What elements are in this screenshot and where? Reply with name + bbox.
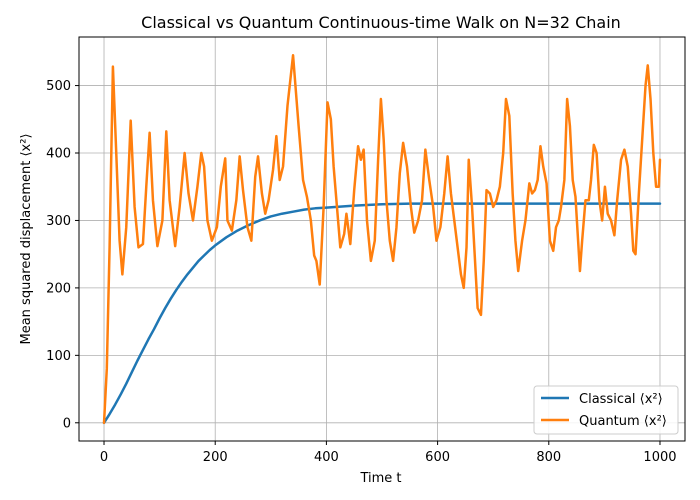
legend: Classical ⟨x²⟩ Quantum ⟨x²⟩ [533, 385, 679, 435]
y-axis-label: Mean squared displacement ⟨x²⟩ [19, 133, 34, 344]
y-axis: 0 100 200 300 400 500 [46, 79, 79, 431]
y-tick-label: 100 [46, 349, 71, 364]
x-axis-label: Time t [359, 471, 401, 486]
series-line-quantum [102, 53, 662, 425]
x-tick-label: 600 [425, 450, 450, 465]
x-tick-label: 400 [314, 450, 339, 465]
legend-label-classical: Classical ⟨x²⟩ [579, 392, 663, 407]
y-tick-label: 0 [63, 416, 71, 431]
chart-title: Classical vs Quantum Continuous-time Wal… [141, 13, 621, 32]
series-layer [102, 53, 662, 425]
y-tick-label: 200 [46, 281, 71, 296]
plot-frame [78, 36, 686, 442]
x-tick-label: 1000 [643, 450, 676, 465]
y-tick-label: 300 [46, 214, 71, 229]
series-line-classical [102, 202, 662, 425]
legend-box [533, 385, 679, 435]
x-axis: 0 200 400 600 800 1000 [100, 441, 677, 465]
x-tick-label: 800 [536, 450, 561, 465]
y-tick-label: 500 [46, 79, 71, 94]
y-tick-label: 400 [46, 147, 71, 162]
x-tick-label: 0 [100, 450, 108, 465]
x-tick-label: 200 [203, 450, 228, 465]
legend-label-quantum: Quantum ⟨x²⟩ [579, 414, 667, 429]
